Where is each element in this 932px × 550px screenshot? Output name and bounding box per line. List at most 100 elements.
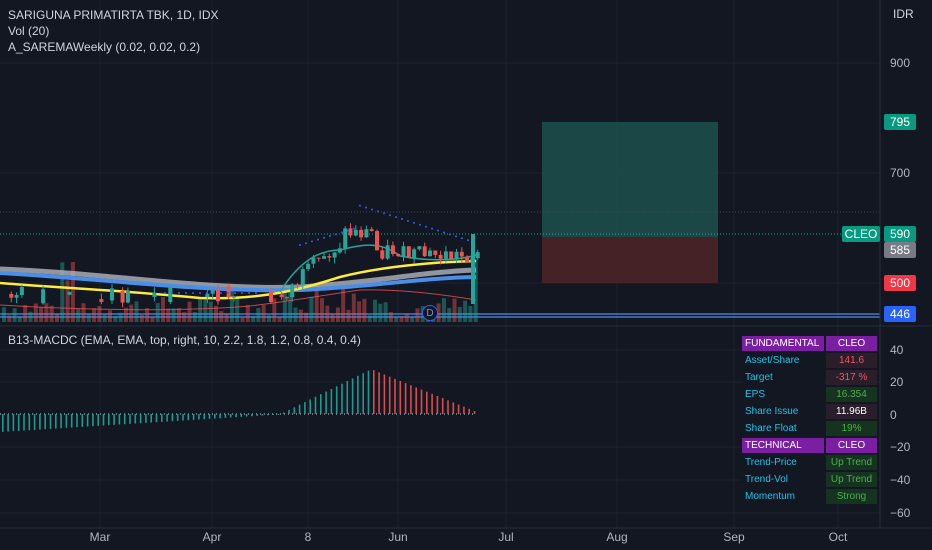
volume-bar [17, 316, 22, 322]
macd-histogram [2, 370, 476, 432]
candle-body [295, 284, 300, 286]
sar-dot [383, 212, 385, 215]
volume-bar [123, 307, 128, 322]
candle-body [375, 231, 379, 251]
volume-bar [129, 304, 134, 322]
row-key: Momentum [742, 489, 824, 504]
volume-bar [473, 259, 478, 322]
volume-bar [267, 315, 271, 322]
volume-bar [346, 309, 351, 322]
macd-bar [219, 414, 221, 419]
volume-bar [2, 307, 6, 322]
macd-bar [198, 414, 200, 420]
indicator-legend[interactable]: A_SAREMAWeekly (0.02, 0.02, 0.2) [8, 40, 201, 54]
macd-legend[interactable]: B13-MACDC (EMA, EMA, top, right, 10, 2.2… [8, 333, 361, 347]
volume-bar [378, 303, 383, 322]
volume-bar [320, 298, 324, 322]
candle-body [428, 250, 432, 257]
ma-blue-line [0, 271, 477, 293]
candle-body [284, 297, 289, 299]
candle-body [210, 289, 215, 294]
sar-dot [248, 292, 250, 294]
macd-bar [473, 410, 476, 414]
volume-bar [97, 305, 102, 322]
sar-dot [227, 292, 229, 294]
sar-dot [377, 210, 379, 213]
macd-bar [187, 414, 190, 421]
candle-body [9, 293, 14, 298]
candle-body [443, 251, 448, 259]
volume-bar [28, 311, 33, 322]
macd-bar [404, 383, 407, 414]
macd-bar [176, 414, 179, 421]
sar-dot [455, 235, 457, 238]
currency-label[interactable]: IDR [893, 7, 914, 21]
volume-bar [463, 300, 468, 322]
table-row: Trend-Vol Up Trend [742, 472, 877, 487]
row-value: Strong [826, 489, 877, 504]
macd-bar [23, 414, 25, 431]
candle-body [396, 254, 401, 257]
candle-body [110, 288, 114, 301]
volume-bar [134, 301, 139, 322]
macd-bar [229, 414, 232, 418]
macd-bar [394, 378, 396, 414]
price-tick: 700 [890, 166, 911, 180]
macd-bar [2, 414, 4, 432]
volume-legend[interactable]: Vol (20) [8, 24, 50, 38]
row-value: 16.354 [826, 387, 877, 402]
volume-bar [245, 305, 250, 322]
candle-body [311, 257, 316, 264]
macd-bar [457, 404, 460, 414]
sar-dot [341, 231, 343, 234]
macd-bar [330, 388, 333, 414]
macd-bar [410, 385, 412, 414]
sar-dot [401, 218, 403, 221]
candle-body [406, 246, 411, 258]
macd-bar [288, 409, 290, 414]
macd-bar [452, 402, 455, 414]
candle-body [99, 299, 104, 302]
volume-bar [70, 261, 75, 322]
volume-bar [235, 297, 240, 322]
macd-bar [7, 414, 9, 432]
macd-bar [86, 414, 89, 427]
macd-bar [251, 414, 253, 417]
volume-bar [81, 303, 86, 322]
macd-bar [102, 414, 105, 426]
volume-bar [394, 316, 399, 322]
macd-bar [314, 396, 317, 414]
volume-bar [187, 301, 192, 322]
table-row: Asset/Share 141.6 [742, 353, 877, 368]
volume-bar [208, 301, 213, 322]
short-position-zone[interactable] [542, 237, 718, 283]
table-row: Momentum Strong [742, 489, 877, 504]
volume-bar [304, 312, 309, 322]
sar-dot [395, 216, 397, 219]
long-position-zone[interactable] [542, 122, 718, 237]
row-value: 19% [826, 421, 877, 436]
symbol-legend[interactable]: SARIGUNA PRIMATIRTA TBK, 1D, IDX [8, 8, 219, 22]
macd-bar [261, 414, 264, 416]
macd-bar [373, 370, 375, 414]
sar-dot [299, 244, 301, 246]
volume-bar [224, 313, 229, 322]
dividend-marker[interactable]: D [422, 305, 438, 321]
macd-bar [325, 391, 327, 414]
macd-bar [309, 399, 311, 414]
candle-body [216, 289, 220, 302]
sar-dot [164, 292, 166, 294]
volume-bar [441, 298, 446, 322]
macd-bar [171, 414, 174, 422]
volume-bar [383, 302, 388, 322]
ma-yellow-line [0, 259, 477, 300]
volume-bar [203, 297, 208, 322]
candle-body [125, 290, 130, 303]
candle-body [306, 263, 311, 270]
volume-bar [452, 298, 457, 322]
macd-tick: 40 [890, 343, 904, 357]
macd-bar [161, 414, 163, 422]
macd-bar [134, 414, 137, 424]
macd-bar [182, 414, 184, 421]
